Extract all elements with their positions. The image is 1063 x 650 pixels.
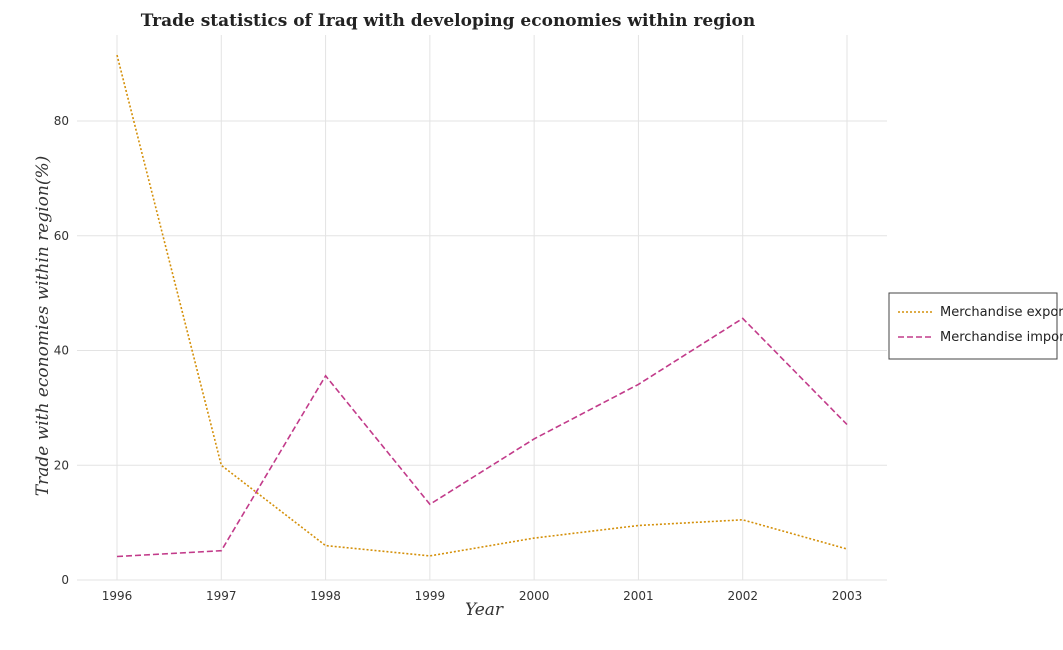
- x-tick-labels: 1996 1997 1998 1999 2000 2001 2002 2003: [102, 589, 863, 603]
- x-tick-label: 2000: [519, 589, 550, 603]
- x-tick-label: 2002: [727, 589, 758, 603]
- x-tick-label: 2003: [832, 589, 863, 603]
- x-axis-label: Year: [465, 600, 504, 620]
- series-lines: [116, 54, 848, 558]
- plot-area: 0 20 40 60 80 1996 1997 1998 1999 2000 2001 2002 20…: [54, 35, 887, 603]
- x-tick-label: 1997: [206, 589, 237, 603]
- y-tick-label: 60: [54, 229, 69, 243]
- chart-title: Trade statistics of Iraq with developing…: [141, 11, 756, 31]
- y-tick-label: 40: [54, 344, 69, 358]
- x-tick-label: 1996: [102, 589, 133, 603]
- legend-label-imports: Merchandise imports: [940, 330, 1063, 345]
- y-gridlines: [77, 120, 887, 581]
- legend-label-exports: Merchandise exports: [940, 305, 1063, 320]
- y-tick-labels: 0 20 40 60 80: [54, 114, 69, 587]
- y-tick-label: 80: [54, 114, 69, 128]
- y-tick-label: 20: [54, 458, 69, 472]
- y-tick-label: 0: [61, 573, 69, 587]
- x-tick-label: 2001: [623, 589, 654, 603]
- y-axis-label: Trade with economies within region(%): [33, 156, 53, 497]
- x-tick-label: 1999: [415, 589, 446, 603]
- legend-box: [888, 292, 1058, 360]
- series-line-exports: [116, 54, 848, 557]
- x-gridlines: [116, 35, 848, 580]
- x-tick-label: 1998: [310, 589, 341, 603]
- legend: Merchandise exports Merchandise imports: [888, 292, 1063, 360]
- series-line-imports: [116, 317, 848, 558]
